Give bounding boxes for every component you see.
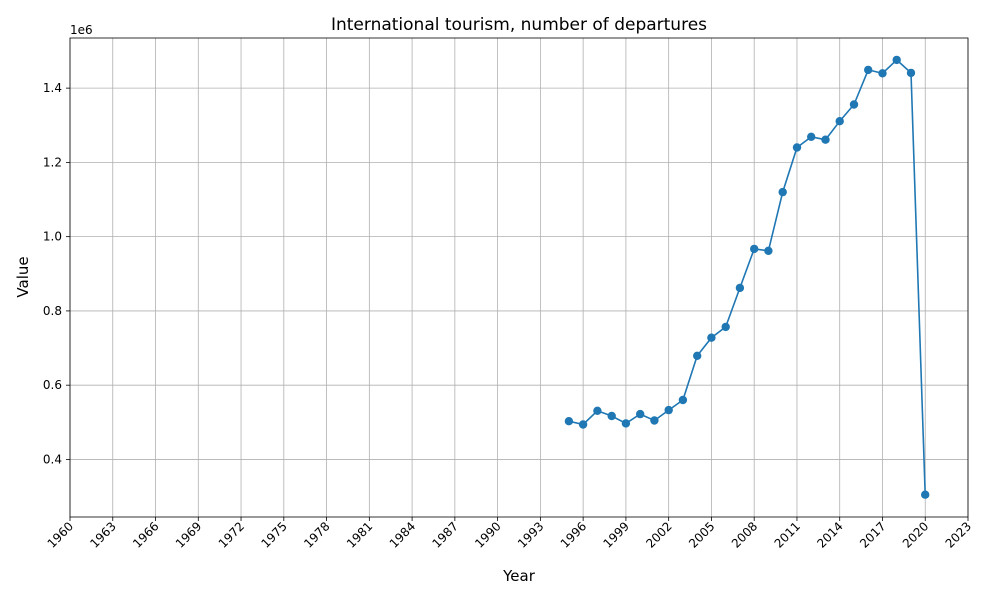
data-point-2019 [906, 68, 916, 78]
data-point-2005 [707, 333, 716, 342]
data-point-1996 [578, 420, 588, 429]
plot-area-frame [69, 37, 969, 518]
y-axis: 0.4 0.6 0.8 1.0 1.2 1.4 [43, 81, 70, 466]
x-tick-label: 2023 [943, 519, 974, 550]
x-tick-label: 1981 [344, 519, 375, 550]
x-tick-label: 1966 [130, 519, 161, 550]
chart-title: International tourism, number of departu… [331, 15, 707, 35]
x-tick-label: 1975 [258, 519, 289, 550]
data-point-2008 [750, 244, 759, 254]
y-tick-label: 1.2 [43, 155, 62, 169]
data-point-2009 [764, 246, 773, 255]
data-point-1998 [607, 411, 616, 421]
data-point-2015 [849, 100, 859, 109]
data-point-2018 [892, 55, 901, 65]
y-tick-label: 0.6 [43, 378, 62, 392]
x-tick-label: 2011 [772, 519, 803, 550]
data-point-2010 [778, 187, 787, 197]
x-tick-label: 2017 [857, 519, 888, 550]
y-tick-label: 1.0 [43, 230, 62, 244]
data-point-2007 [735, 283, 745, 293]
data-point-2004 [693, 351, 702, 360]
x-tick-label: 1999 [601, 519, 632, 550]
data-point-2014 [835, 117, 844, 126]
x-tick-label: 2005 [686, 519, 717, 550]
x-tick-label: 1990 [472, 519, 503, 550]
data-point-2017 [878, 69, 887, 78]
x-tick-label: 1960 [45, 519, 76, 550]
data-point-2006 [721, 322, 730, 332]
x-tick-label: 2020 [900, 519, 931, 550]
series-line [568, 58, 926, 495]
data-point-2016 [864, 65, 873, 75]
data-point-2003 [678, 395, 688, 405]
data-point-2012 [807, 132, 816, 141]
data-point-1997 [593, 406, 602, 415]
x-axis-title: Year [502, 567, 536, 585]
y-tick-label: 0.4 [43, 452, 62, 466]
data-point-1999 [621, 419, 631, 428]
x-tick-label: 1984 [387, 519, 418, 550]
x-tick-label: 2002 [643, 519, 674, 550]
y-tick-label: 1.4 [43, 81, 62, 95]
x-tick-label: 1987 [429, 519, 460, 550]
data-point-2011 [792, 143, 802, 152]
x-tick-label: 1996 [558, 519, 589, 550]
data-point-1995 [564, 417, 574, 426]
series-departures [564, 55, 930, 499]
y-axis-title: Value [14, 256, 32, 297]
data-point-2013 [821, 135, 830, 144]
x-axis: 1960 1963 1966 1969 1972 1975 1978 1981 1984 1987… [45, 517, 974, 551]
data-point-2000 [636, 409, 645, 419]
x-tick-label: 1969 [173, 519, 204, 550]
x-tick-label: 1972 [216, 519, 247, 550]
grid-lines [69, 38, 969, 517]
x-tick-label: 1963 [87, 519, 118, 550]
data-point-2001 [650, 416, 659, 425]
data-point-2002 [664, 405, 673, 415]
x-tick-label: 2008 [729, 519, 760, 550]
x-tick-label: 2014 [814, 519, 845, 550]
data-point-2020 [921, 490, 930, 499]
y-tick-label: 0.8 [43, 304, 62, 318]
y-offset-label: 1e6 [70, 23, 93, 37]
x-tick-label: 1993 [515, 519, 546, 550]
x-tick-label: 1978 [301, 519, 332, 550]
